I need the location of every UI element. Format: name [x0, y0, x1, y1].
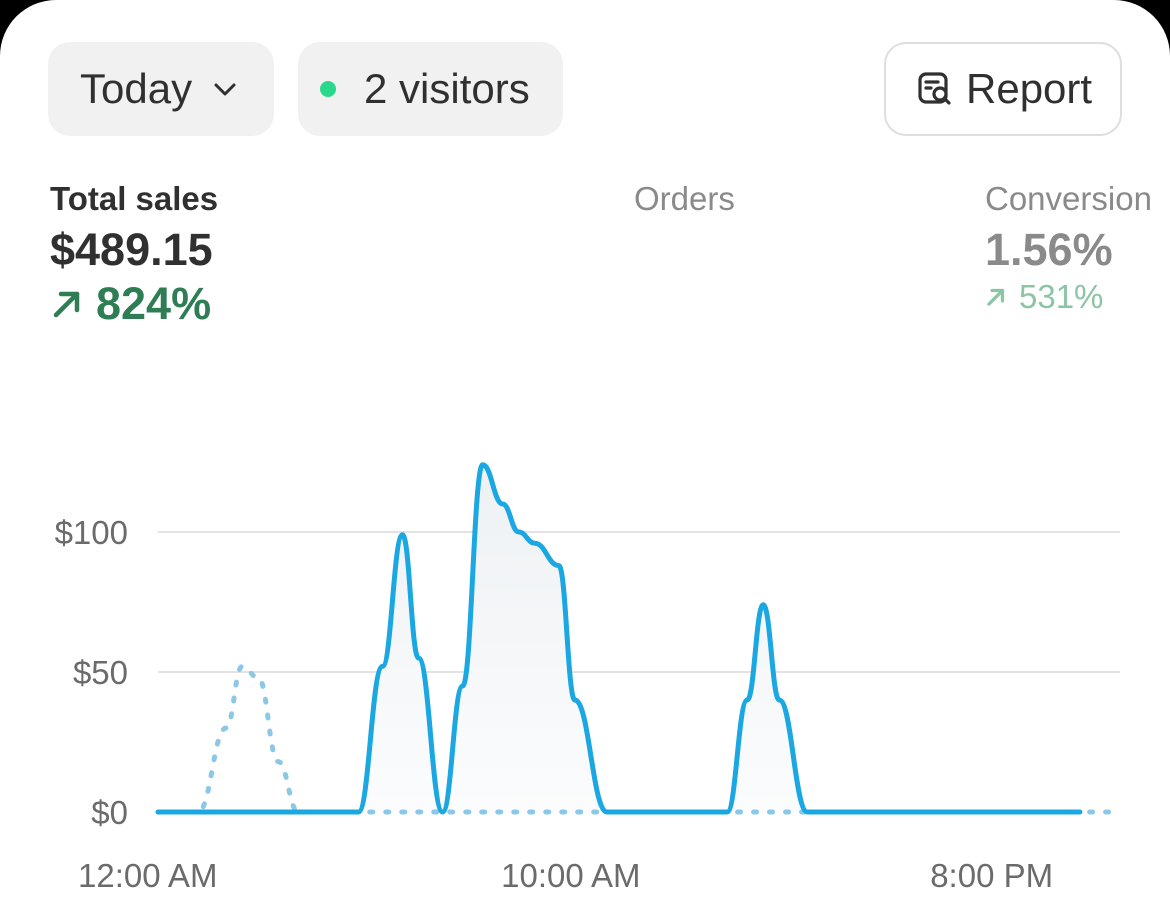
- arrow-up-right-icon: [987, 288, 1005, 306]
- conversion-value: 1.56%: [985, 224, 1113, 275]
- x-tick-label: 12:00 AM: [78, 857, 217, 894]
- orders-label: Orders: [634, 180, 735, 217]
- conversion-metric[interactable]: Conversion 1.56% 531%: [985, 180, 1152, 316]
- report-search-icon: [918, 72, 951, 105]
- live-visitors-badge[interactable]: 2 visitors: [298, 42, 563, 136]
- y-tick-label: $50: [73, 654, 128, 691]
- period-dropdown[interactable]: Today: [48, 42, 274, 136]
- total-sales-change: 824%: [50, 278, 218, 330]
- total-sales-value: $489.15: [50, 224, 213, 275]
- orders-metric[interactable]: Orders: [634, 180, 735, 218]
- sales-series-line: [155, 462, 1083, 815]
- report-button-label: Report: [966, 65, 1093, 112]
- total-sales-change-value: 824%: [96, 278, 212, 329]
- chevron-down-icon: [214, 83, 236, 96]
- y-tick-label: $100: [55, 514, 128, 551]
- arrow-up-right-icon: [53, 291, 80, 318]
- conversion-change: 531%: [985, 278, 1152, 316]
- period-label: Today: [80, 65, 193, 112]
- y-tick-label: $0: [91, 794, 128, 831]
- visitors-label: 2 visitors: [364, 65, 530, 112]
- x-tick-label: 8:00 PM: [930, 857, 1053, 894]
- report-button[interactable]: Report: [884, 42, 1122, 136]
- conversion-change-value: 531%: [1019, 278, 1104, 315]
- total-sales-metric[interactable]: Total sales $489.15 824%: [50, 180, 218, 330]
- x-tick-label: 10:00 AM: [501, 857, 640, 894]
- sales-area-fill: [158, 464, 1080, 812]
- conversion-label: Conversion: [985, 180, 1152, 217]
- comparison-series-line: [155, 663, 1119, 815]
- live-status-dot-icon: [320, 81, 336, 97]
- total-sales-label: Total sales: [50, 180, 219, 217]
